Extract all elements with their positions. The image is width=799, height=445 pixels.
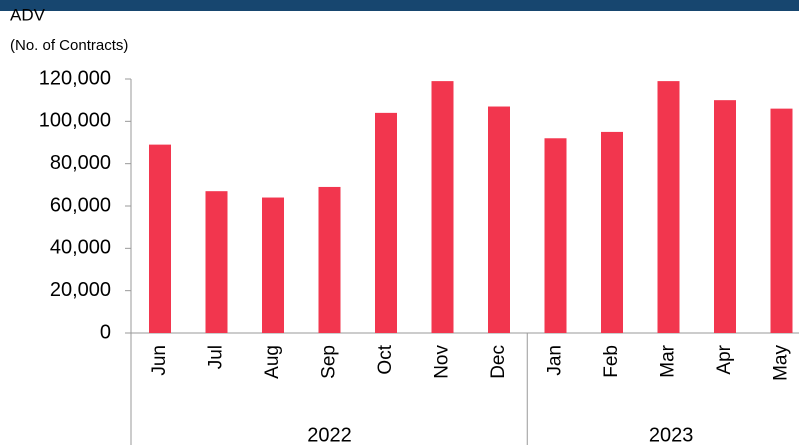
x-tick-label: Dec — [488, 345, 509, 379]
bar — [601, 131, 623, 333]
bar — [431, 81, 454, 333]
x-tick-label: Apr — [714, 344, 735, 374]
x-tick-label: Jun — [149, 345, 170, 376]
x-tick-label: Jul — [206, 345, 227, 369]
y-tick-label: 60,000 — [50, 194, 111, 216]
y-tick-label: 40,000 — [50, 237, 111, 259]
chart-subtitle: (No. of Contracts) — [10, 37, 128, 54]
x-tick-label: Feb — [601, 345, 622, 378]
bar — [544, 138, 567, 333]
x-tick-label: May — [771, 345, 792, 381]
group-label: 2023 — [649, 424, 694, 445]
group-label: 2022 — [307, 424, 352, 445]
bar — [488, 106, 510, 334]
x-tick-label: Aug — [262, 345, 283, 379]
y-tick-label: 120,000 — [39, 67, 111, 89]
bar — [770, 108, 793, 333]
bar — [318, 186, 341, 333]
bar — [262, 197, 284, 333]
header-band — [0, 0, 799, 11]
y-tick-label: 20,000 — [50, 279, 111, 301]
bar — [657, 81, 680, 333]
bar — [205, 191, 228, 333]
bar — [714, 100, 736, 334]
bar — [375, 112, 397, 333]
chart-title: ADV — [10, 5, 46, 24]
x-tick-label: Oct — [375, 344, 396, 374]
bar — [149, 144, 171, 333]
y-tick-label: 80,000 — [50, 152, 111, 174]
x-tick-label: Nov — [432, 345, 453, 379]
y-tick-label: 0 — [100, 321, 111, 343]
x-tick-label: Jan — [545, 345, 566, 376]
y-tick-label: 100,000 — [39, 110, 111, 132]
x-tick-label: Sep — [319, 345, 340, 379]
x-tick-label: Mar — [658, 344, 679, 377]
